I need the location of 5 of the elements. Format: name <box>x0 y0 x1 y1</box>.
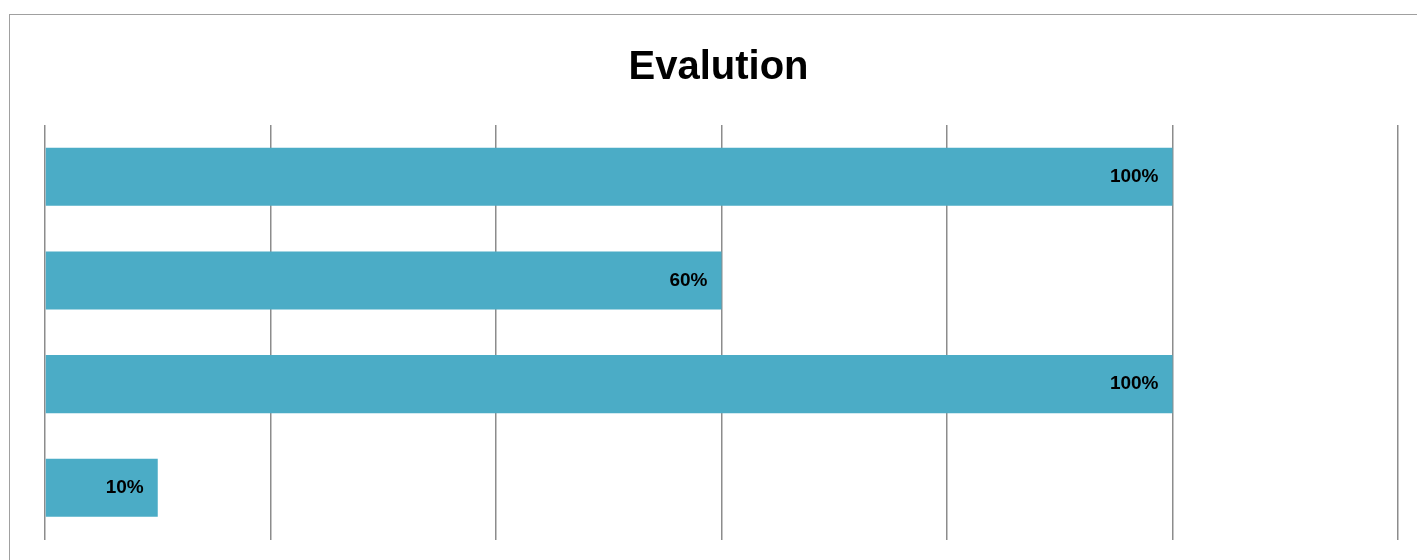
data-label: 100% <box>1109 372 1159 394</box>
data-label: 60% <box>669 268 708 290</box>
data-label: 100% <box>1109 165 1159 187</box>
data-label: 10% <box>105 476 144 498</box>
chart-title: Evalution <box>628 43 809 88</box>
